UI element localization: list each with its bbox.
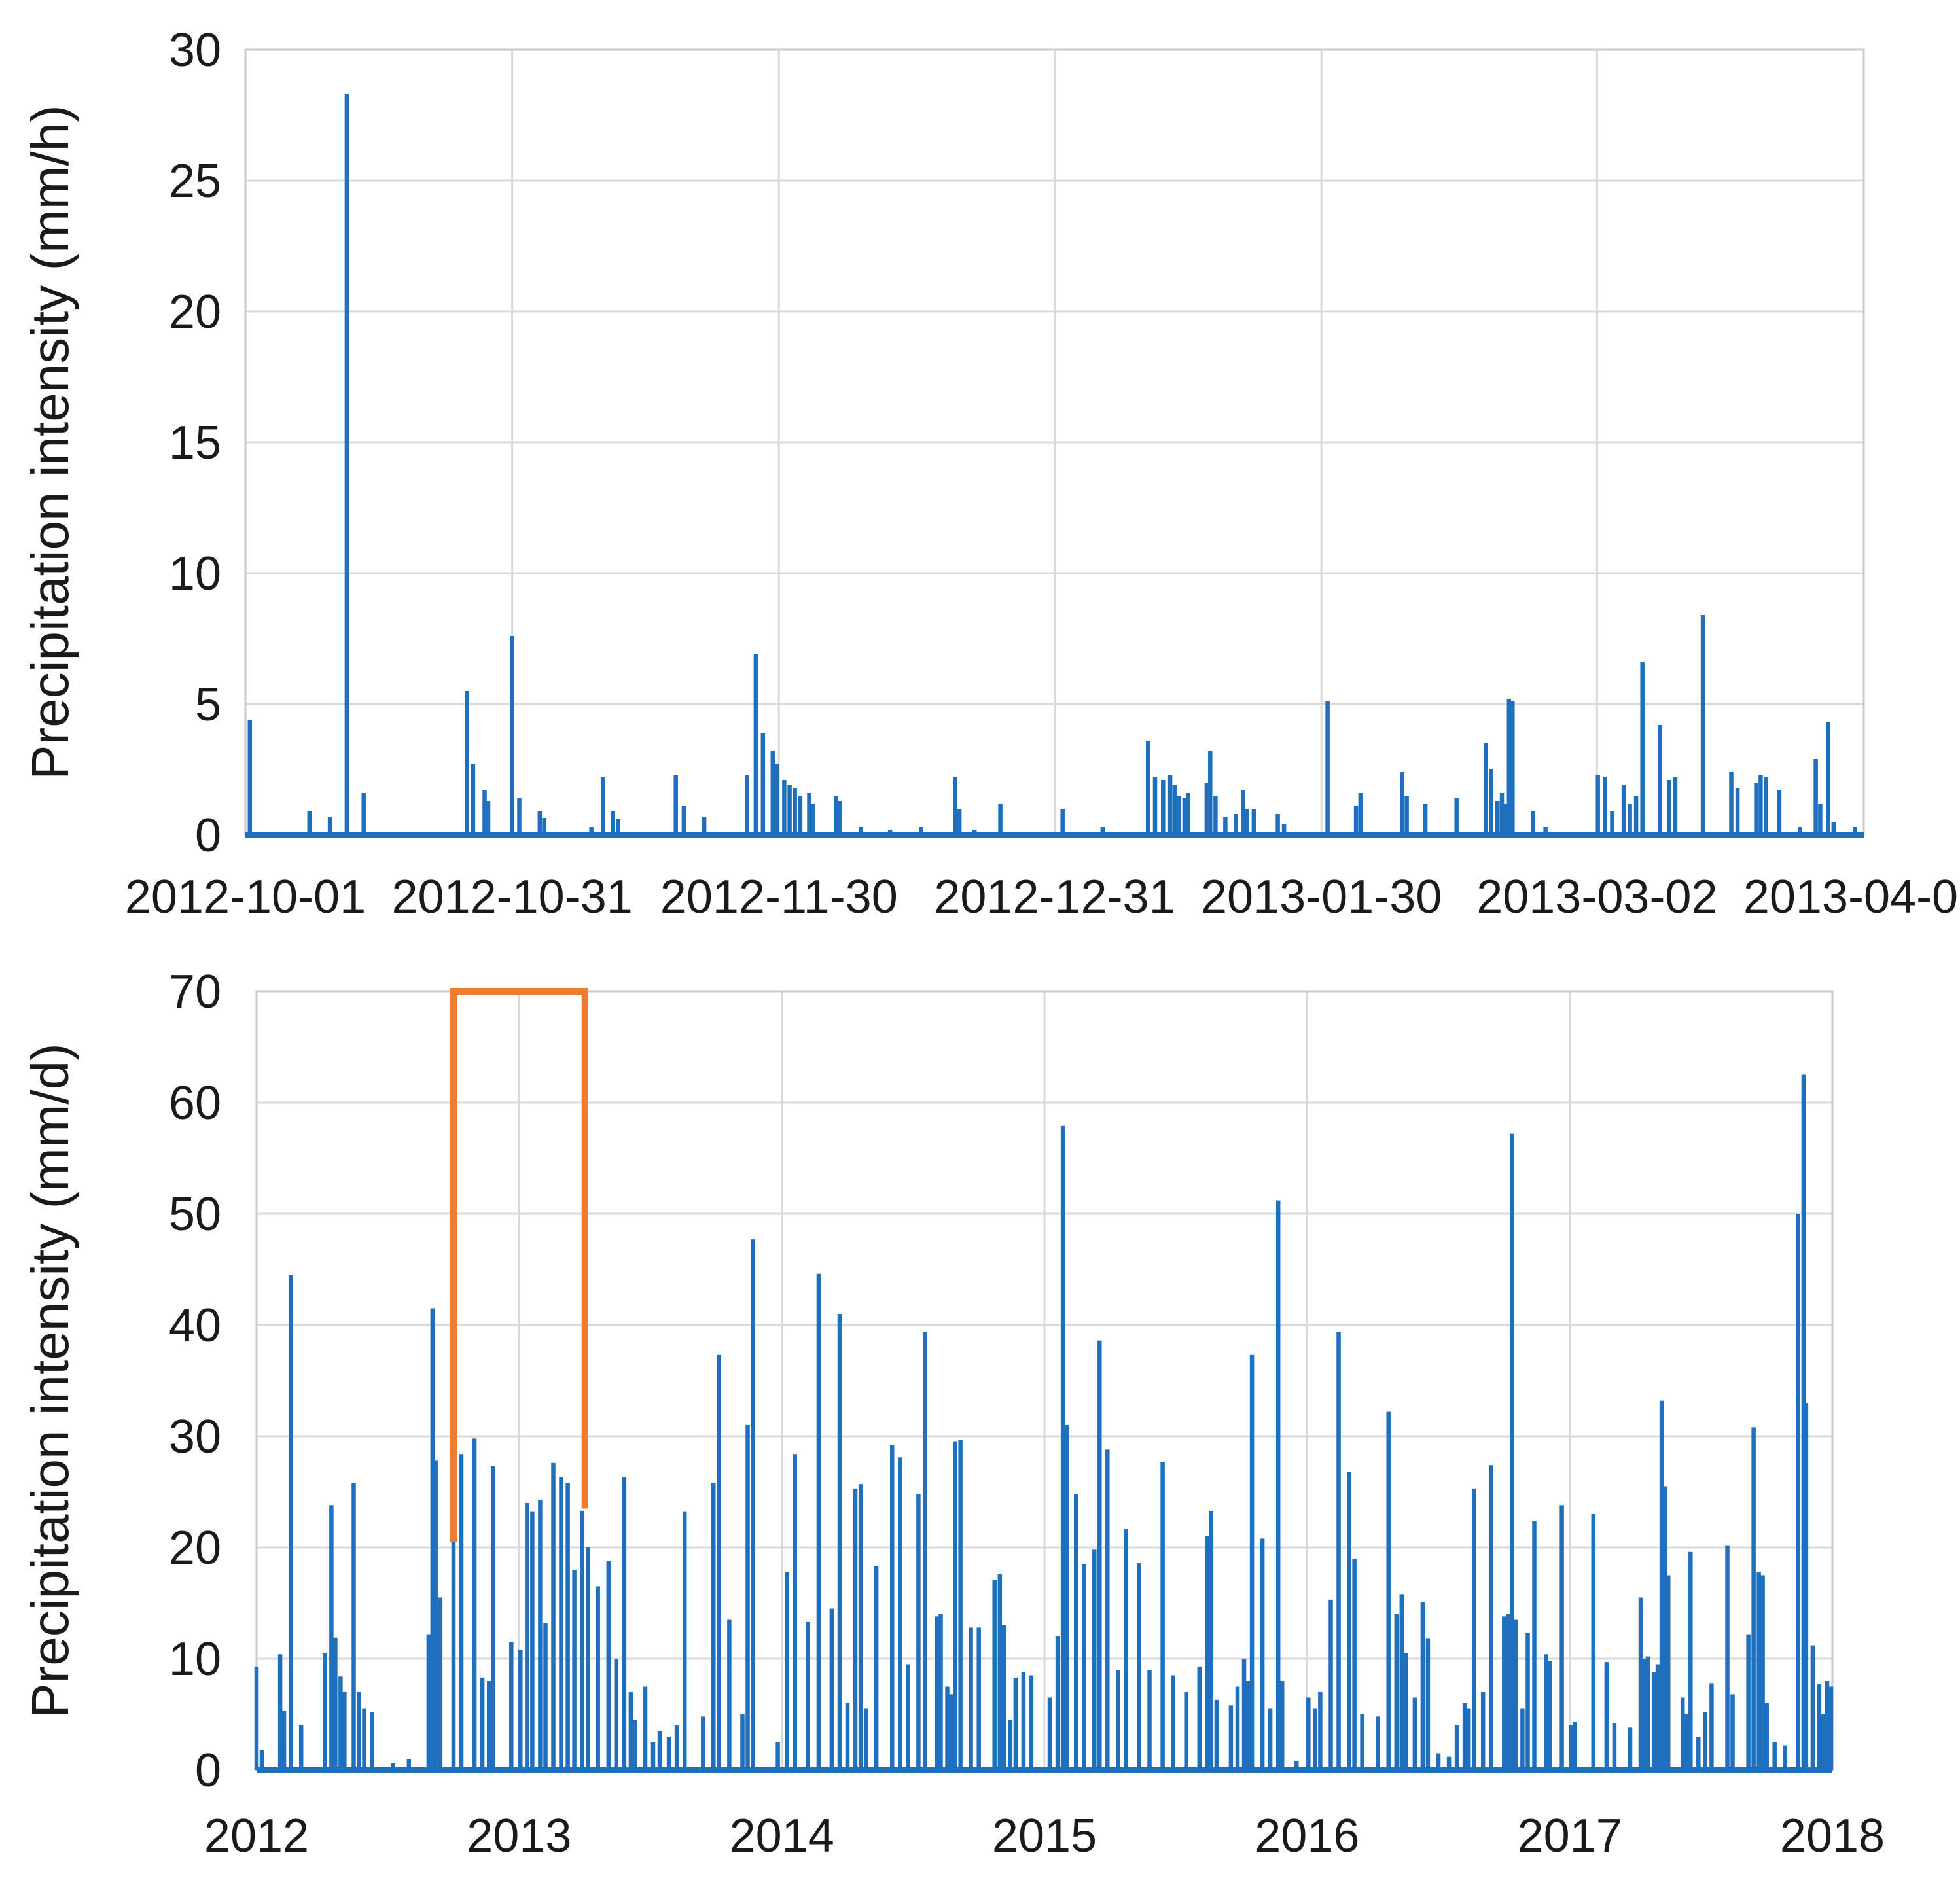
zoom-region-annotation: [450, 988, 588, 1542]
y-tick-label: 50: [169, 1188, 221, 1241]
y-tick-label: 10: [169, 548, 221, 600]
y-tick-label: 5: [195, 679, 221, 731]
x-tick-label: 2012-10-31: [391, 871, 632, 923]
x-tick-label: 2013-03-02: [1476, 871, 1717, 923]
y-tick-label: 25: [169, 155, 221, 207]
x-tick-label: 2018: [1780, 1810, 1885, 1862]
x-tick-label: 2012: [204, 1810, 309, 1862]
y-tick-label: 40: [169, 1299, 221, 1352]
y-tick-label: 30: [169, 1411, 221, 1463]
y-tick-label: 0: [195, 809, 221, 862]
daily-gridlines: [257, 991, 1832, 1770]
y-tick-label: 30: [169, 24, 221, 77]
y-tick-label: 70: [169, 966, 221, 1018]
hourly-y-axis-title: Precipitation intensity (mm/h): [21, 105, 79, 779]
daily-series: [254, 1074, 1834, 1773]
x-tick-label: 2017: [1518, 1810, 1622, 1862]
y-tick-label: 20: [169, 286, 221, 338]
y-tick-label: 0: [195, 1744, 221, 1797]
y-tick-label: 15: [169, 417, 221, 469]
x-tick-label: 2012-12-31: [934, 871, 1175, 923]
x-tick-label: 2012-11-30: [660, 871, 898, 923]
x-tick-label: 2015: [992, 1810, 1097, 1862]
hourly-series: [245, 94, 1864, 838]
hourly-precipitation-chart: 0 5 10 15 20 25 30 2012-10-01 2012-10-31 2012-11-…: [125, 24, 1960, 923]
x-tick-label: 2013-04-01: [1743, 871, 1960, 923]
x-tick-label: 2012-10-01: [125, 871, 366, 923]
daily-precipitation-chart: 0 10 20 30 40 50 60 70 2012 2013 2014 2015 2016 2017 2…: [169, 966, 1885, 1862]
x-tick-label: 2013: [467, 1810, 571, 1862]
y-tick-label: 20: [169, 1522, 221, 1574]
y-tick-label: 60: [169, 1077, 221, 1129]
daily-tick-labels: 0 10 20 30 40 50 60 70 2012 2013 2014 2015 2016 2017 2…: [169, 966, 1885, 1862]
x-tick-label: 2016: [1255, 1810, 1359, 1862]
series-spikes: [247, 94, 1857, 835]
y-tick-label: 10: [169, 1633, 221, 1686]
x-tick-label: 2014: [730, 1810, 834, 1862]
x-tick-label: 2013-01-30: [1201, 871, 1442, 923]
hourly-gridlines: [245, 50, 1864, 835]
hourly-tick-labels: 0 5 10 15 20 25 30 2012-10-01 2012-10-31 2012-11-…: [125, 24, 1960, 923]
daily-y-axis-title: Precipitation intensity (mm/d): [21, 1043, 79, 1718]
series-spikes: [254, 1074, 1834, 1770]
